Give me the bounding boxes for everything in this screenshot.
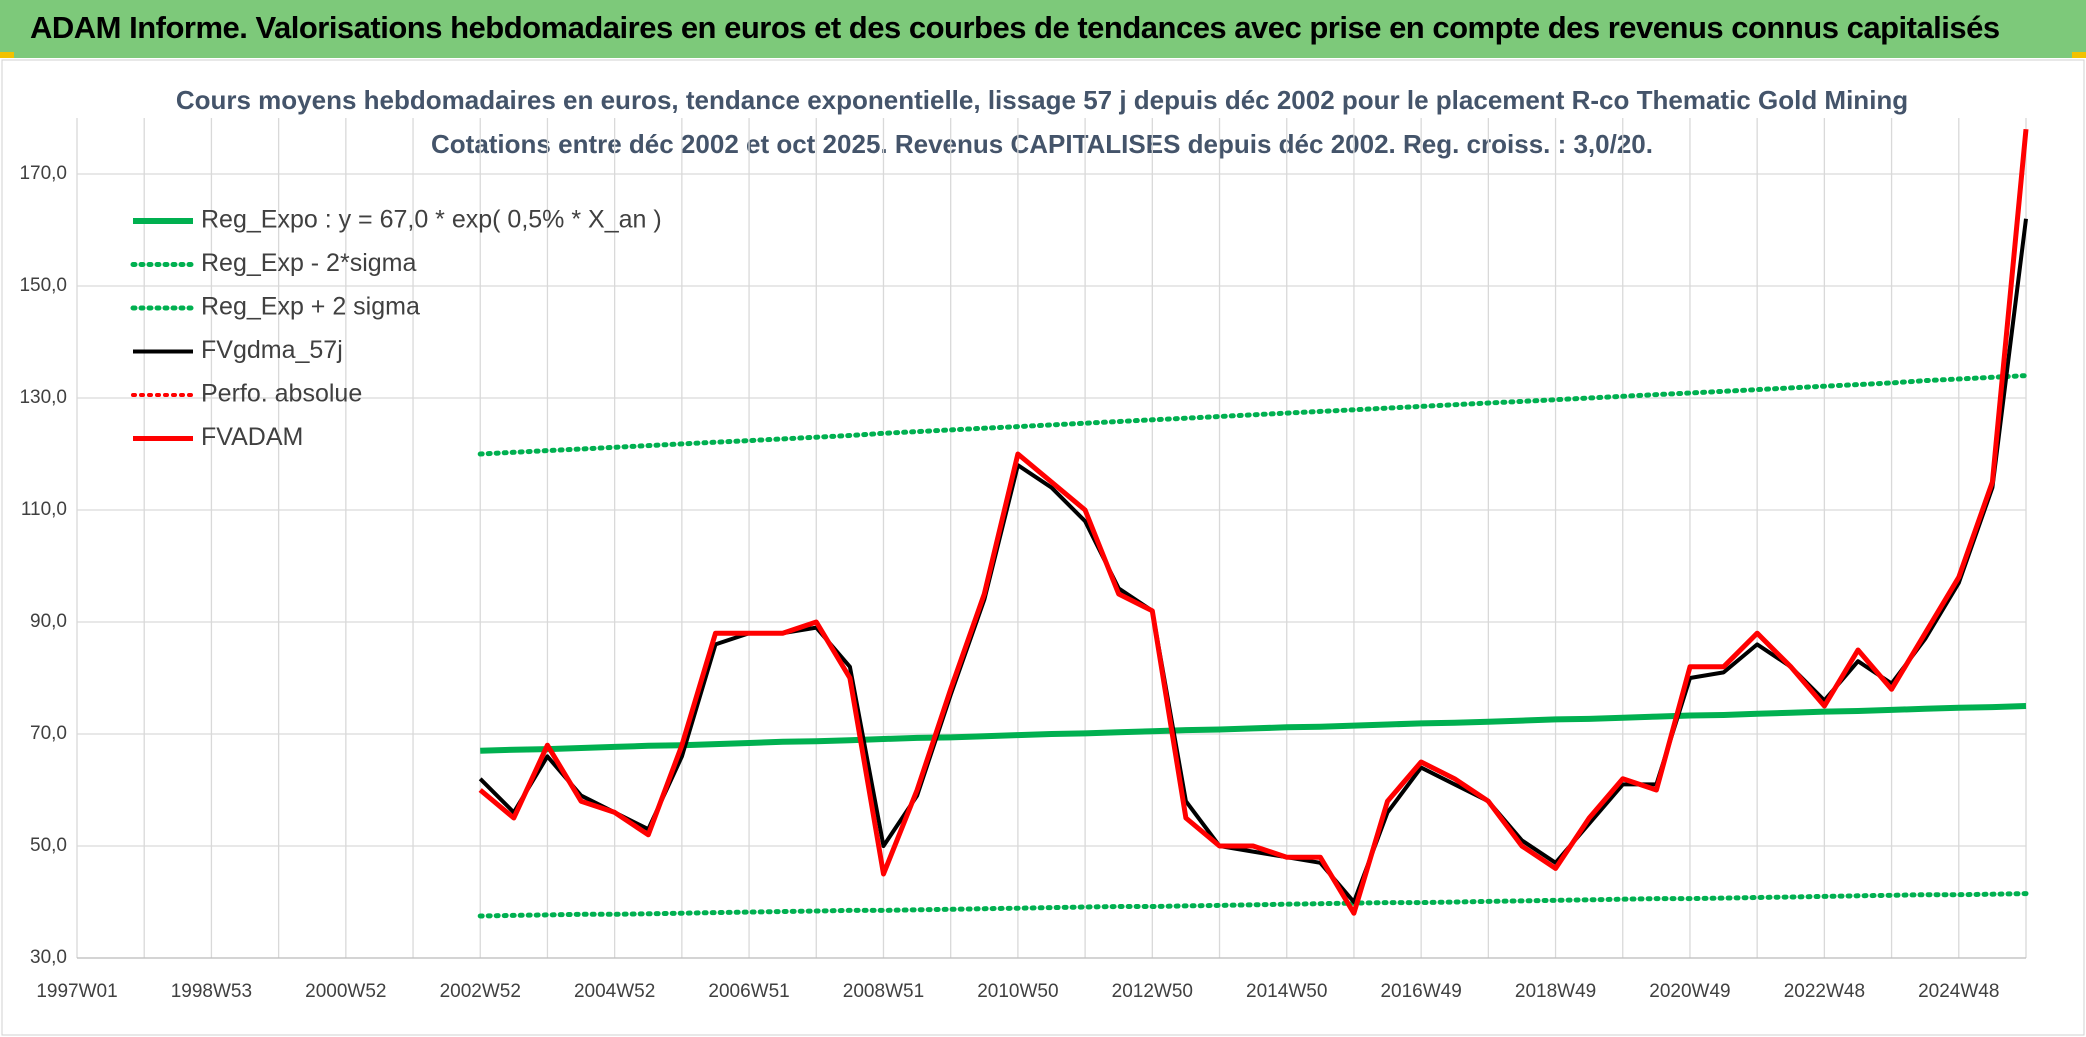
series-line	[478, 128, 2029, 916]
y-tick-label: 50,0	[30, 835, 67, 856]
y-tick-label: 90,0	[30, 611, 67, 632]
y-tick-label: 110,0	[21, 499, 67, 520]
legend-label: FVADAM	[201, 423, 303, 451]
y-tick-label: 170,0	[19, 163, 67, 184]
chart-subtitle: Cotations entre déc 2002 et oct 2025. Re…	[431, 129, 1653, 159]
x-tick-label: 2020W49	[1649, 981, 1730, 1002]
series-line	[477, 891, 2029, 919]
series-line	[480, 703, 2027, 754]
x-tick-label: 2000W52	[305, 981, 386, 1002]
banner: ADAM Informe. Valorisations hebdomadaire…	[0, 0, 2086, 58]
legend-label: Reg_Exp + 2 sigma	[201, 293, 420, 321]
x-tick-label: 2010W50	[977, 981, 1058, 1002]
chart-frame	[1, 59, 2085, 1036]
x-tick-label: 2018W49	[1515, 981, 1596, 1002]
legend-label: Reg_Expo : y = 67,0 * exp( 0,5% * X_an )	[201, 206, 662, 234]
corner	[0, 52, 14, 58]
legend-label: FVgdma_57j	[201, 336, 343, 364]
x-tick-label: 2004W52	[574, 981, 655, 1002]
chart: Cours moyens hebdomadaires en euros, ten…	[1, 59, 2085, 1036]
series-line	[478, 218, 2028, 904]
x-tick-label: 2012W50	[1112, 981, 1193, 1002]
x-tick-label: 2014W50	[1246, 981, 1327, 1002]
x-tick-label: 1997W01	[36, 981, 117, 1002]
chart-title: Cours moyens hebdomadaires en euros, ten…	[176, 85, 1908, 115]
banner-title: ADAM Informe. Valorisations hebdomadaire…	[30, 10, 2000, 45]
y-tick-label: 70,0	[30, 723, 67, 744]
x-tick-label: 2008W51	[843, 981, 924, 1002]
x-tick-label: 2016W49	[1380, 981, 1461, 1002]
legend-label: Reg_Exp - 2*sigma	[201, 249, 416, 277]
y-tick-label: 30,0	[30, 947, 67, 968]
corner	[2072, 52, 2086, 58]
y-tick-label: 150,0	[19, 275, 67, 296]
legend-label: Perfo. absolue	[201, 380, 362, 408]
x-tick-label: 2002W52	[440, 981, 521, 1002]
y-tick-label: 130,0	[19, 387, 67, 408]
series-line	[477, 373, 2029, 457]
x-tick-label: 2024W48	[1918, 981, 1999, 1002]
x-tick-label: 2022W48	[1784, 981, 1865, 1002]
x-tick-label: 2006W51	[708, 981, 789, 1002]
x-tick-label: 1998W53	[171, 981, 252, 1002]
